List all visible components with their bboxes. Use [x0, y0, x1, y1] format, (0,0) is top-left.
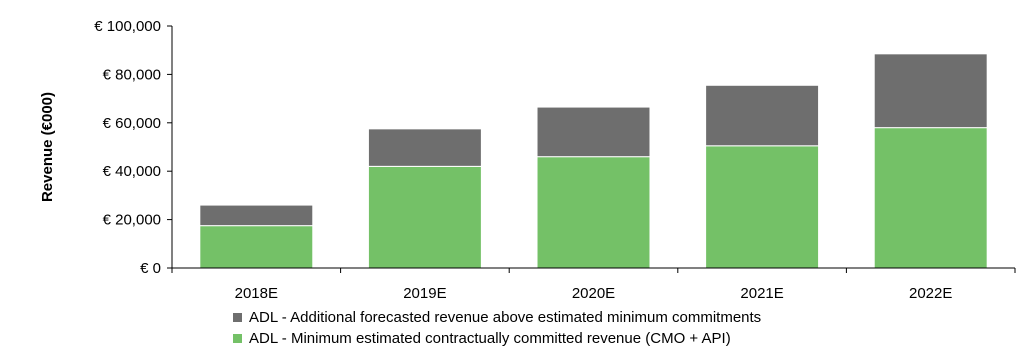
- y-tick-label: € 40,000: [103, 163, 161, 180]
- bar-segment-additional: [705, 84, 820, 147]
- x-tick-label: 2021E: [740, 285, 783, 302]
- y-axis-title: Revenue (€000): [39, 92, 56, 202]
- legend-swatch-additional: [233, 313, 242, 322]
- revenue-chart: Revenue (€000) € 0 € 20,000 € 40,000 € 60,0…: [39, 18, 1016, 302]
- legend-item-minimum-revenue: ADL - Minimum estimated contractually co…: [233, 328, 761, 349]
- bar-segment-additional: [199, 204, 314, 227]
- bar-segment-minimum: [536, 156, 651, 269]
- bar-segment-minimum: [199, 225, 314, 269]
- y-tick-label: € 0: [140, 260, 161, 277]
- bar-segment-additional: [367, 128, 482, 167]
- x-tick-label: 2022E: [909, 285, 952, 302]
- legend-item-additional-revenue: ADL - Additional forecasted revenue abov…: [233, 307, 761, 328]
- bar-segment-additional: [873, 53, 988, 129]
- y-tick-label: € 60,000: [103, 115, 161, 132]
- legend-label-additional: ADL - Additional forecasted revenue abov…: [249, 309, 762, 326]
- x-tick-label: 2019E: [403, 285, 446, 302]
- y-tick-label: € 80,000: [103, 66, 161, 83]
- x-tick-label: 2020E: [572, 285, 615, 302]
- y-tick-label: € 20,000: [103, 212, 161, 229]
- bars: [199, 53, 988, 269]
- bar-segment-minimum: [705, 145, 820, 269]
- legend-label-minimum: ADL - Minimum estimated contractually co…: [249, 330, 731, 347]
- y-tick-label: € 100,000: [94, 18, 161, 35]
- x-tick-label: 2018E: [235, 285, 278, 302]
- y-axis: € 0 € 20,000 € 40,000 € 60,000 € 80,000 € 100…: [94, 18, 173, 277]
- legend-swatch-minimum: [233, 334, 242, 343]
- x-axis: 2018E 2019E 2020E 2021E 2022E: [171, 267, 1016, 302]
- bar-segment-minimum: [873, 127, 988, 269]
- legend: ADL - Additional forecasted revenue abov…: [233, 307, 761, 349]
- bar-segment-minimum: [367, 165, 482, 269]
- bar-segment-additional: [536, 106, 651, 158]
